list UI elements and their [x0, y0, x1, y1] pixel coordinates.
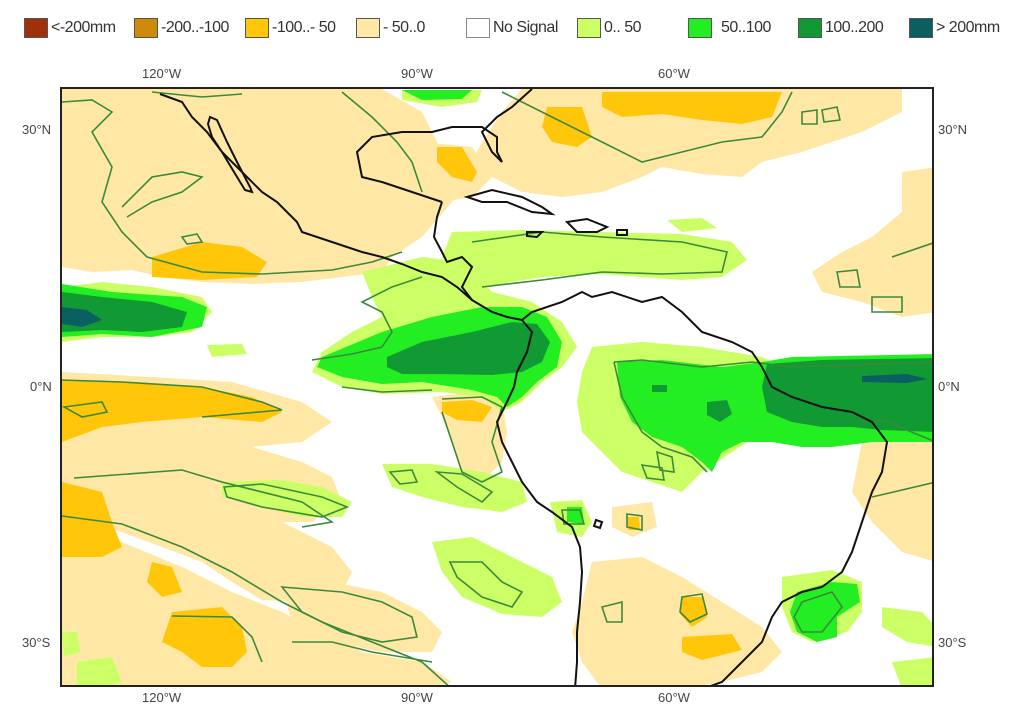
legend-swatch: [577, 18, 601, 38]
legend-label: 100..200: [825, 19, 884, 36]
lon-label-bottom-60w: 60°W: [658, 690, 690, 705]
legend-item-no-signal: No Signal: [466, 16, 558, 40]
legend-swatch: [909, 18, 933, 38]
lat-label-left-30s: 30°S: [22, 635, 51, 650]
legend-label: <-200mm: [51, 19, 116, 36]
legend-label: -200..-100: [161, 19, 229, 36]
map-canvas: [62, 89, 932, 685]
lat-label-right-30n: 30°N: [938, 122, 968, 137]
legend-item-minus-100-50: -100..- 50: [245, 16, 336, 40]
legend-item-minus-50-0: - 50..0: [356, 16, 425, 40]
legend-label: - 50..0: [383, 19, 425, 36]
legend-label: 0.. 50: [604, 19, 642, 36]
legend-swatch: [688, 18, 712, 38]
legend-swatch: [245, 18, 269, 38]
legend-swatch: [466, 18, 490, 38]
legend-item-minus-200-100: -200..-100: [134, 16, 229, 40]
legend-item-100-200: 100..200: [798, 16, 884, 40]
coastlines: [159, 89, 889, 685]
lat-label-right-30s: 30°S: [938, 635, 967, 650]
legend-item-50-100: 50..100: [688, 16, 771, 40]
legend-swatch: [798, 18, 822, 38]
legend: <-200mm -200..-100 -100..- 50 - 50..0 No…: [0, 16, 1024, 40]
legend-item-gt-200: > 200mm: [909, 16, 1000, 40]
legend-label: -100..- 50: [272, 19, 336, 36]
legend-label: No Signal: [493, 19, 558, 36]
lat-label-right-0n: 0°N: [938, 379, 960, 394]
lon-label-top-120w: 120°W: [142, 66, 182, 81]
precipitation-anomaly-map: [60, 87, 934, 687]
lon-label-top-60w: 60°W: [658, 66, 690, 81]
legend-item-lt-minus-200: <-200mm: [24, 16, 116, 40]
legend-swatch: [356, 18, 380, 38]
contour-lines: [62, 91, 932, 685]
legend-label: > 200mm: [936, 19, 1000, 36]
anomaly-fill-gt-200: [62, 307, 927, 383]
legend-swatch: [24, 18, 48, 38]
legend-item-0-50: 0.. 50: [577, 16, 642, 40]
lon-label-top-90w: 90°W: [401, 66, 433, 81]
lon-label-bottom-120w: 120°W: [142, 690, 182, 705]
lon-label-bottom-90w: 90°W: [401, 690, 433, 705]
anomaly-fill-minus-100-50: [62, 92, 782, 667]
lat-label-left-30n: 30°N: [22, 122, 52, 137]
lat-label-left-0n: 0°N: [30, 379, 52, 394]
legend-swatch: [134, 18, 158, 38]
legend-label: 50..100: [721, 19, 771, 36]
